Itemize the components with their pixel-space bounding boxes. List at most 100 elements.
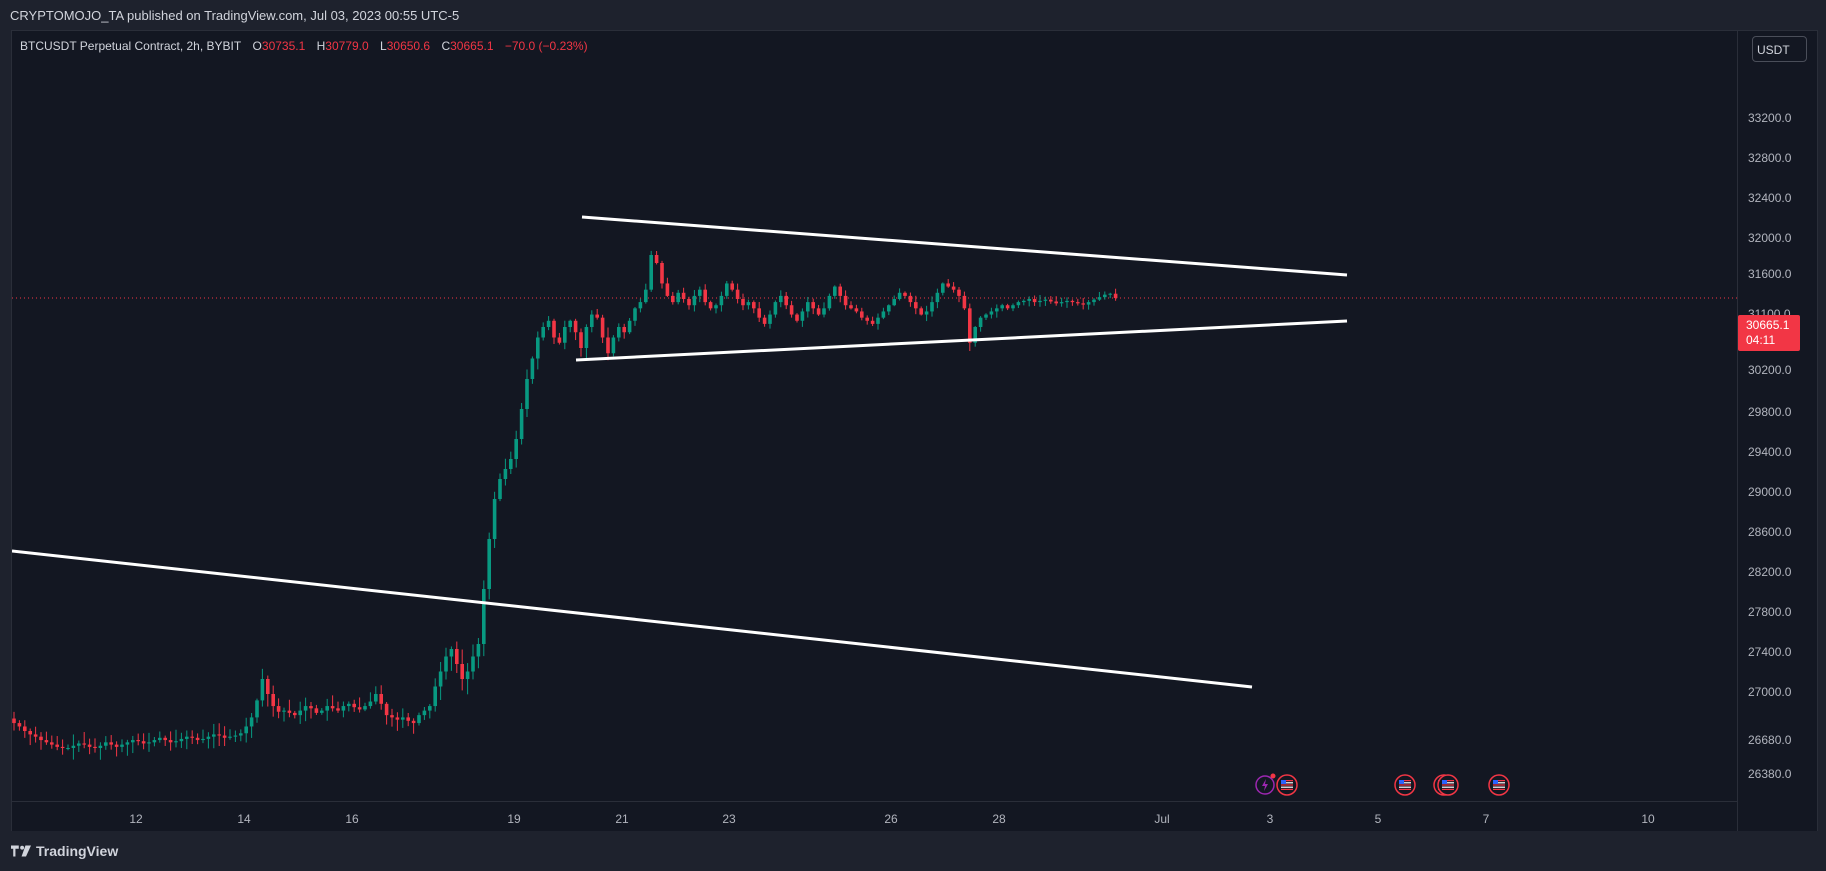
chart-frame[interactable]: BTCUSDT Perpetual Contract, 2h, BYBIT O3… [11, 30, 1818, 832]
candle-body [919, 308, 923, 315]
candle-body [390, 715, 394, 718]
candle-body [125, 742, 130, 745]
candle-body [357, 707, 362, 710]
candle-body [487, 539, 491, 589]
candle-body [23, 726, 27, 731]
candle-body [735, 289, 740, 299]
candle-body [141, 741, 146, 744]
candle-body [244, 726, 248, 734]
candle-body [951, 286, 956, 290]
candle-body [897, 292, 902, 299]
candle-body [714, 305, 718, 309]
candle-body [325, 706, 329, 711]
candle-body [671, 295, 675, 303]
candle-body [417, 715, 421, 724]
time-axis[interactable]: 12 14 16 19 21 23 26 28 Jul 3 5 7 10 [12, 801, 1738, 831]
legend-high-label: H [316, 39, 326, 53]
candle-body [1081, 303, 1085, 305]
flag-stripe [1442, 780, 1454, 782]
candle-body [509, 459, 513, 469]
candle-body [660, 263, 664, 284]
candle-body [233, 735, 238, 737]
candle-body [1070, 300, 1075, 303]
candle-body [1113, 293, 1118, 299]
candle-body [411, 720, 416, 724]
time-tick: 28 [992, 812, 1006, 826]
flag-stripe [1281, 780, 1293, 782]
candle-body [833, 286, 837, 296]
price-chart-plot[interactable] [12, 31, 1738, 801]
candle-body [941, 283, 945, 293]
candle-body [530, 358, 535, 379]
time-tick: 16 [345, 812, 359, 826]
lightning-bolt [1262, 779, 1268, 791]
time-tick: 5 [1374, 812, 1382, 826]
candle-body [762, 317, 767, 324]
candle-body [449, 649, 454, 657]
candle-body [352, 703, 356, 708]
time-tick: 26 [884, 812, 898, 826]
candle-body [179, 738, 184, 742]
candle-body [573, 320, 578, 333]
candle-body [881, 311, 886, 318]
tradingview-logo-icon[interactable] [11, 845, 31, 857]
currency-selector[interactable]: USDT [1752, 36, 1807, 62]
legend-high-value: 30779.0 [325, 39, 369, 53]
candle-body [82, 743, 86, 745]
time-tick: 12 [129, 812, 143, 826]
flag-stripe [1281, 786, 1293, 788]
candle-body [444, 656, 448, 672]
tradingview-brand[interactable]: TradingView [36, 843, 119, 859]
current-price-value: 30665.1 [1746, 318, 1790, 332]
price-tick: 32800.0 [1748, 151, 1792, 165]
candle-body [239, 733, 243, 736]
legend-symbol[interactable]: BTCUSDT Perpetual Contract, 2h, BYBIT [20, 39, 242, 53]
candle-body [158, 737, 162, 741]
candle-body [870, 320, 875, 324]
time-tick: Jul [1154, 812, 1170, 826]
price-axis[interactable]: USDT 33200.0 32800.0 32400.0 32000.0 316… [1737, 31, 1817, 831]
candle-body [120, 744, 124, 747]
legend-low-label: L [380, 39, 387, 53]
triangle-lower-trendline [575, 319, 1348, 362]
candle-body [433, 686, 437, 707]
candle-body [471, 656, 475, 672]
candle-body [584, 327, 589, 348]
candle-body [779, 295, 783, 303]
candle-body [1022, 300, 1026, 303]
candle-body [957, 289, 961, 296]
candle-body [725, 283, 729, 296]
flag-stripe [1442, 786, 1454, 788]
candle-body [903, 292, 907, 296]
candle-body [163, 737, 167, 741]
candle-body [622, 327, 626, 333]
candle-body [12, 718, 16, 724]
candle-body [93, 746, 97, 748]
candle-body [249, 717, 254, 727]
candle-body [314, 708, 319, 713]
candle-body [1097, 297, 1102, 300]
candle-body [519, 409, 524, 439]
candle-body [1005, 305, 1010, 309]
candle-body [638, 302, 643, 309]
candle-body [708, 302, 713, 309]
candle-body [498, 479, 502, 499]
candle-body [627, 320, 632, 333]
candle-body [984, 314, 988, 318]
candle-body [838, 286, 842, 296]
candle-body [1027, 299, 1031, 301]
candle-body [336, 708, 340, 711]
flag-stripe [1399, 786, 1411, 788]
bar-countdown: 04:11 [1746, 333, 1776, 347]
candle-body [482, 589, 486, 644]
candle-body [1016, 302, 1021, 306]
candle-body [212, 734, 216, 737]
candle-body [1038, 300, 1042, 303]
flag-canton [1281, 780, 1286, 784]
price-tick: 30200.0 [1748, 363, 1792, 377]
flag-stripe [1399, 780, 1411, 782]
candle-body [827, 295, 832, 309]
candle-body [1092, 299, 1096, 303]
price-tick: 28200.0 [1748, 565, 1792, 579]
candle-body [298, 710, 302, 716]
